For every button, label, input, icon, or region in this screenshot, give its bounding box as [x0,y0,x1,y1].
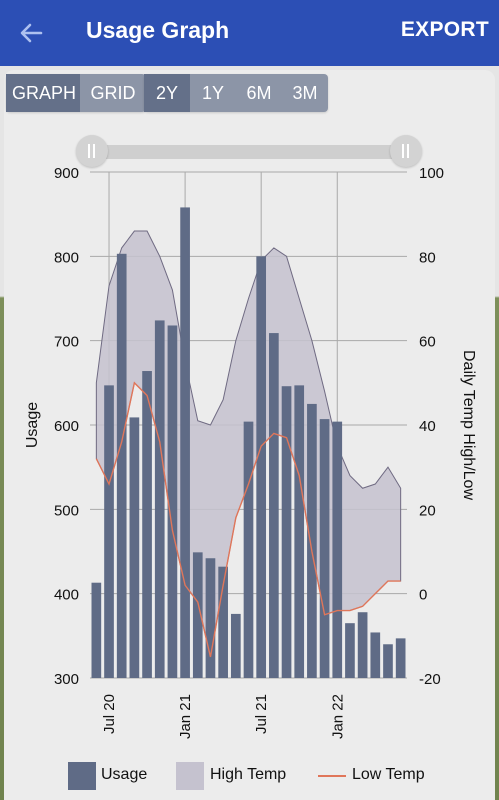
usage-bar [129,417,140,678]
x-tick-label: Jul 20 [101,694,118,734]
y2-tick-label: 60 [419,334,436,351]
grid-tab[interactable]: GRID [90,83,136,103]
y2-tick-label: 40 [419,418,436,435]
usage-bar [154,320,165,678]
legend-low-temp-swatch [318,775,346,777]
range-slider-start-handle[interactable] [76,135,108,167]
usage-bar [332,421,343,678]
y2-tick-label: 20 [419,502,436,519]
usage-bar [269,333,279,678]
y2-tick-label: -20 [419,671,441,688]
usage-bar [370,632,381,678]
legend-high-temp-label: High Temp [210,766,287,783]
legend-high-temp-swatch [176,762,204,790]
legend-usage-swatch [68,762,96,790]
y-tick-label: 600 [54,418,79,435]
y-axis-label: Usage [24,402,41,448]
range-3m-tab[interactable]: 3M [292,83,318,103]
y-tick-label: 400 [54,587,79,604]
usage-bar [383,644,393,678]
back-arrow-icon[interactable] [14,16,48,50]
export-button[interactable]: EXPORT [400,18,489,41]
usage-bar [243,421,254,678]
usage-bar [180,207,190,679]
usage-bar [319,419,330,678]
usage-bar [281,386,292,678]
range-1y-tab[interactable]: 1Y [201,83,225,103]
usage-bar [116,253,127,678]
usage-bar [307,403,317,678]
range-toggle: 2Y 1Y 6M 3M [144,74,328,112]
y2-tick-label: 80 [419,249,436,266]
usage-bar [104,385,114,678]
usage-bar [205,558,216,678]
y-axis-ticks: 900 800 700 600 500 400 300 [54,165,79,688]
usage-bar [357,612,368,678]
y-tick-label: 500 [54,502,79,519]
legend: Usage High Temp Low Temp [0,758,499,792]
y2-tick-label: 0 [419,587,427,604]
x-axis-ticks: Jul 20 Jan 21 Jul 21 Jan 22 [101,694,346,739]
y2-tick-label: 100 [419,165,444,182]
usage-bar [91,582,102,678]
y2-axis-label: Daily Temp High/Low [460,350,477,500]
y-tick-label: 700 [54,334,79,351]
x-tick-label: Jan 22 [329,694,346,739]
usage-bar [167,325,178,678]
range-slider-end-handle[interactable] [390,135,422,167]
usage-bar [345,623,355,678]
x-tick-label: Jul 21 [253,694,270,734]
app-bar: Usage Graph EXPORT [0,0,499,66]
usage-bar [256,256,267,678]
usage-bar [218,566,228,678]
usage-bar [395,638,406,678]
legend-low-temp-label: Low Temp [352,766,425,783]
low-temp-line [95,381,401,658]
usage-bars [91,207,406,679]
y2-axis-ticks: 100 80 60 40 20 0 -20 [419,165,444,688]
usage-bar [142,371,152,678]
y-tick-label: 900 [54,165,79,182]
range-slider-track[interactable] [90,145,408,159]
page-title: Usage Graph [86,17,230,43]
graph-tab[interactable]: GRAPH [6,74,80,112]
x-tick-label: Jan 21 [177,694,194,739]
range-2y-tab[interactable]: 2Y [144,74,190,112]
usage-bar [192,552,203,678]
y-tick-label: 300 [54,671,79,688]
usage-bar [294,385,305,678]
y-tick-label: 800 [54,249,79,266]
usage-bar [230,613,241,678]
legend-usage-label: Usage [101,766,148,783]
view-toggle: GRAPH GRID [6,74,146,112]
range-6m-tab[interactable]: 6M [246,83,272,103]
